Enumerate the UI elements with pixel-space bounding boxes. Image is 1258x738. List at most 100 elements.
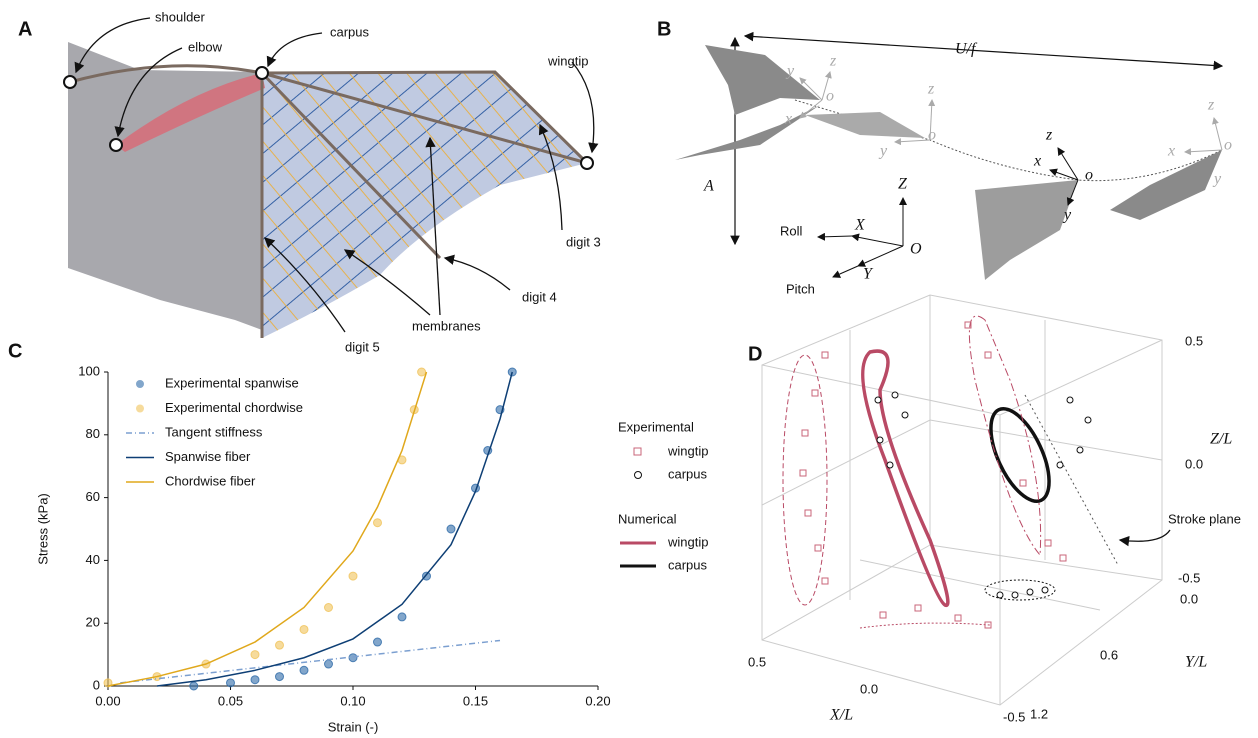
annotation: digit 4 (522, 289, 557, 304)
panel-label: D (748, 343, 762, 365)
arrow (268, 33, 322, 66)
y-tick-label: 0 (93, 677, 100, 692)
panel-label: B (657, 18, 671, 40)
series-line (157, 372, 512, 686)
x-tick-label: 0.20 (585, 693, 610, 708)
tick-label: 0.0 (1180, 591, 1198, 606)
legend-title: Experimental (618, 419, 694, 434)
frame-axis: x (784, 111, 792, 128)
legend-label: Chordwise fiber (165, 473, 256, 488)
legend-label: carpus (668, 557, 708, 572)
annotation: carpus (330, 24, 370, 39)
frame-axis: o (1224, 137, 1232, 154)
tick-label: 0.0 (1185, 456, 1203, 471)
data-point (251, 651, 259, 659)
wing-snapshots (675, 45, 1222, 280)
legend-swatch (136, 380, 144, 388)
data-point (418, 368, 426, 376)
x-tick-label: 0.05 (218, 693, 243, 708)
y-tick-label: 100 (78, 363, 100, 378)
data-point (300, 625, 308, 633)
axis-name: Y (863, 266, 874, 283)
frame-axis: x (1167, 143, 1175, 160)
panel-label: A (18, 18, 32, 40)
tick-label: 0.0 (860, 681, 878, 696)
frame-axis: z (1207, 97, 1215, 114)
frame-axis: z (927, 81, 935, 98)
series-line (120, 640, 500, 682)
annotation: elbow (188, 39, 223, 54)
y-tick-label: 80 (86, 426, 100, 441)
annotation: digit 5 (345, 339, 380, 354)
data-point (325, 604, 333, 612)
annotation: digit 3 (566, 234, 601, 249)
x-tick-label: 0.10 (340, 693, 365, 708)
legend-label: wingtip (667, 443, 708, 458)
faint-frames (800, 72, 1222, 152)
data-point (349, 654, 357, 662)
panel-b: B U/f A z x y o z y x o z x y o z x y o (657, 18, 1232, 296)
data-point (374, 519, 382, 527)
axis-name: Pitch (786, 281, 815, 296)
data-point (276, 641, 284, 649)
x-tick-label: 0.00 (95, 693, 120, 708)
panel-d: D Stroke plane Experimental wingtip carp… (618, 295, 1241, 724)
axis-label: X/L (829, 707, 853, 724)
figure: A shoulder elbow carpus wingtip digit 3 … (0, 0, 1258, 738)
tick-label: 0.5 (748, 654, 766, 669)
y-tick-label: 60 (86, 489, 100, 504)
frame-axis: x (1033, 153, 1041, 170)
legend-label: Experimental chordwise (165, 400, 303, 415)
frame-axis: y (1212, 171, 1222, 188)
data-point (227, 679, 235, 687)
frame-axis: z (829, 53, 837, 70)
data-point (349, 572, 357, 580)
axis-name: Z (898, 176, 908, 193)
tick-label: -0.5 (1003, 709, 1025, 724)
legend-label: Tangent stiffness (165, 424, 263, 439)
frame-axis: o (1085, 167, 1093, 184)
x-axis-label: Strain (-) (328, 719, 379, 734)
y-tick-label: 20 (86, 615, 100, 630)
y-tick-label: 40 (86, 552, 100, 567)
amplitude-label: A (703, 178, 714, 195)
panel-label: C (8, 340, 22, 362)
frame-axis: y (878, 143, 888, 160)
axis-name: X (854, 217, 866, 234)
frame-axis: x (879, 119, 887, 136)
frame-axis: y (1062, 207, 1072, 224)
legend-swatch (136, 405, 144, 413)
frame-axis: o (928, 127, 936, 144)
legend-swatch (635, 472, 642, 479)
axis-label: Y/L (1185, 654, 1207, 671)
legend-swatch (634, 448, 641, 455)
data-point (398, 613, 406, 621)
data-point (276, 673, 284, 681)
experimental-carpus (875, 392, 1091, 598)
annotation: membranes (412, 318, 481, 333)
global-frame (818, 198, 903, 277)
arrow (445, 258, 510, 290)
legend-title: Numerical (618, 511, 677, 526)
tick-label: -0.5 (1178, 570, 1200, 585)
data-point (447, 525, 455, 533)
span-arrow (745, 36, 1222, 66)
span-label: U/f (955, 41, 978, 58)
annotation: wingtip (547, 53, 588, 68)
tick-label: 0.5 (1185, 333, 1203, 348)
panel-c: C Strain (-) Stress (kPa) 0.000.050.100.… (8, 340, 611, 734)
legend-label: Experimental spanwise (165, 375, 299, 390)
axis-name: Roll (780, 223, 803, 238)
trajectory (795, 100, 1222, 181)
frame-axis: y (785, 63, 795, 80)
annotation: Stroke plane (1168, 511, 1241, 526)
arrow (572, 62, 594, 152)
annotation: shoulder (155, 9, 206, 24)
frame-axis: o (826, 88, 834, 105)
data-point (374, 638, 382, 646)
data-point (251, 676, 259, 684)
panel-a: A shoulder elbow carpus wingtip digit 3 … (18, 9, 601, 354)
tick-label: 0.6 (1100, 647, 1118, 662)
data-point (300, 666, 308, 674)
axis-label: Z/L (1210, 431, 1232, 448)
